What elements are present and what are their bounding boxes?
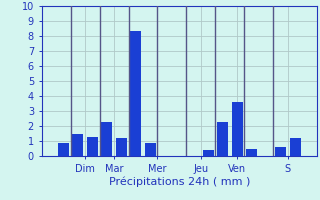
X-axis label: Précipitations 24h ( mm ): Précipitations 24h ( mm )	[108, 176, 250, 187]
Bar	[217, 121, 228, 156]
Bar	[130, 31, 141, 156]
Bar	[290, 138, 300, 156]
Bar	[116, 138, 127, 156]
Bar	[145, 142, 156, 156]
Bar	[246, 148, 257, 156]
Bar	[232, 102, 243, 156]
Bar	[275, 147, 286, 156]
Bar	[87, 137, 98, 156]
Bar	[203, 150, 214, 156]
Bar	[101, 121, 112, 156]
Bar	[72, 134, 83, 156]
Bar	[58, 142, 69, 156]
